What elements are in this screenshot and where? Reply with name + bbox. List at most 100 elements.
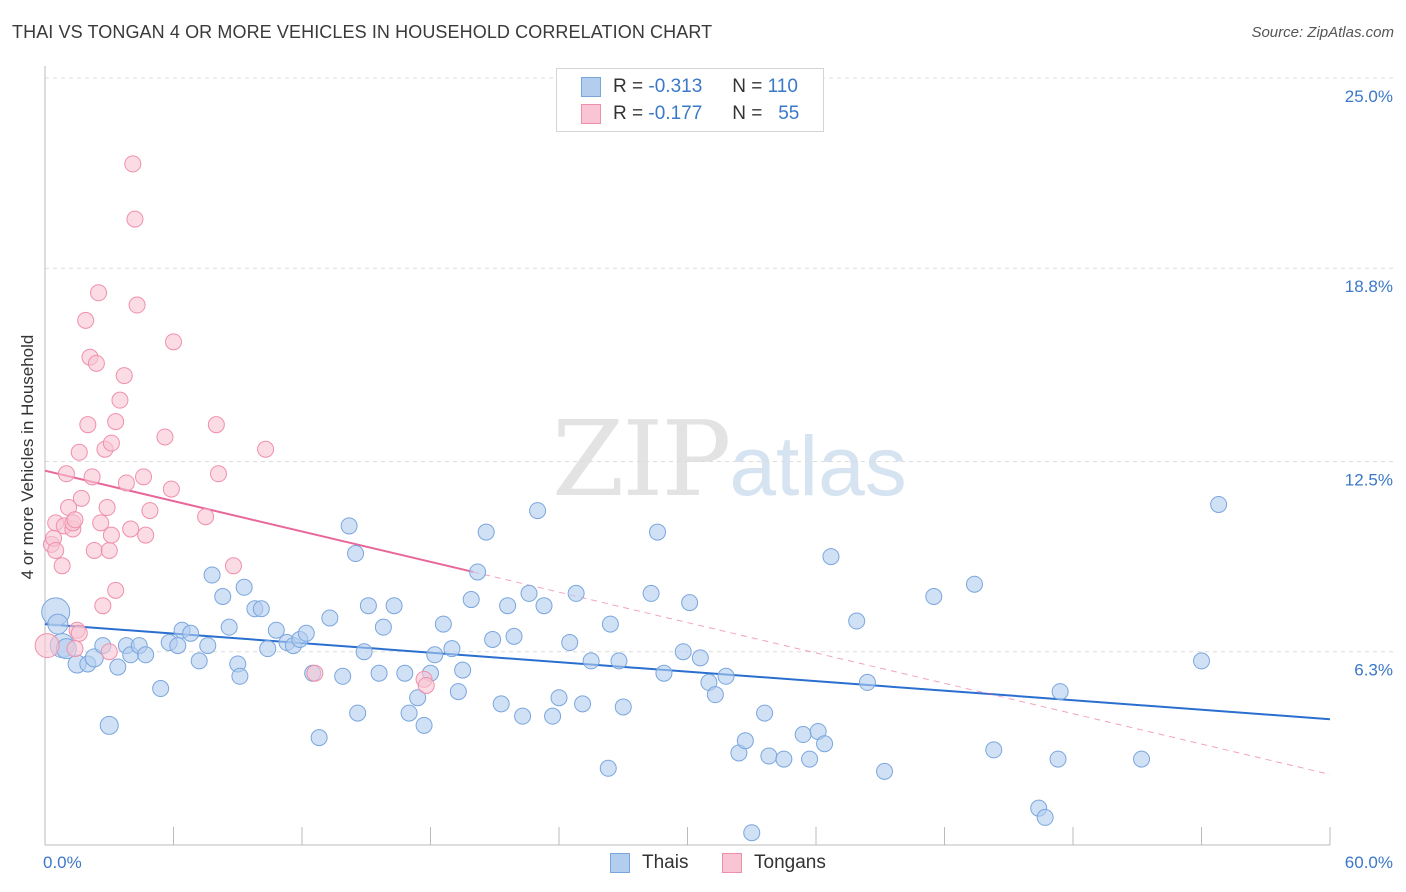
thai-point [310,729,328,747]
thai-point [434,615,452,633]
thai-point [567,584,585,602]
thai-point [574,695,592,713]
thai-point [876,762,894,780]
thai-point [152,680,170,698]
n-label: N = [732,103,763,124]
thai-point [334,667,352,685]
thai-point [717,667,735,685]
watermark-zip: ZIP [552,398,731,520]
thai-point [550,689,568,707]
thai-point [691,649,709,667]
thai-point [47,613,69,635]
thai-point [231,667,249,685]
thai-point [259,640,277,658]
thai-point [321,609,339,627]
thai-point [182,624,200,642]
thai-point [297,624,315,642]
thai-point [1051,683,1069,701]
tongan-point [83,468,101,486]
legend-row-tongans: R = -0.177 N = 55 [581,102,799,126]
thai-point [374,618,392,636]
thai-point [415,716,433,734]
tongan-point [66,511,84,529]
thai-point [349,704,367,722]
tongan-point [34,633,60,659]
thai-point [760,747,778,765]
thai-point [385,597,403,615]
thai-point [109,658,127,676]
thai-point [454,661,472,679]
tongan-point [53,557,71,575]
series-legend-thais: Thais [610,852,688,874]
thai-point [610,652,628,670]
tongan-point [417,676,435,694]
r-value: -0.177 [648,103,703,124]
tongan-point [98,499,116,517]
r-label: R = [613,103,644,124]
tongan-point [90,284,108,302]
thai-point [535,597,553,615]
tongan-trend-extension [473,571,1331,775]
n-value: 55 [778,103,800,124]
thai-point [84,648,104,668]
y-tick-label: 25.0% [1345,87,1393,106]
tongan-point [126,210,144,228]
correlation-legend: R = -0.313 N = 110 R = -0.177 N = 55 [556,68,824,132]
thai-point [137,646,155,664]
thai-point [925,587,943,605]
series-legend-tongans: Tongans [722,852,826,874]
tongan-point [102,434,120,452]
tongan-point [115,367,133,385]
thai-point [529,502,547,520]
gridlines [45,77,1395,653]
thai-point [736,732,754,750]
thai-point [220,618,238,636]
thai-point [190,652,208,670]
y-tick-label: 18.8% [1345,277,1393,296]
thai-point [492,695,510,713]
thai-point [443,640,461,658]
tongan-point [197,508,215,526]
tongan-point [137,526,155,544]
series-legend: Thais Tongans [0,852,1406,878]
tongan-point [257,440,275,458]
thai-point [561,634,579,652]
thai-point [756,704,774,722]
watermark-atlas: atlas [729,419,907,513]
tongan-point [70,624,88,642]
thai-point [582,652,600,670]
legend-swatch-thais [581,77,601,97]
thai-point [400,704,418,722]
tongan-point [306,664,324,682]
thai-point [1133,750,1151,768]
thai-point [642,584,660,602]
tongan-point [141,502,159,520]
thai-point [409,689,427,707]
tongan-point [102,526,120,544]
trend-lines [44,469,1331,775]
tongan-point [124,155,142,173]
thai-point [340,517,358,535]
tongan-point [92,514,110,532]
tongan-point [107,581,125,599]
series-label-tongans: Tongans [754,852,826,873]
tongan-point [87,354,105,372]
thai-point [235,578,253,596]
thai-point [801,750,819,768]
tongan-point [70,443,88,461]
x-tick-label: 60.0% [1345,853,1393,872]
thai-point [706,686,724,704]
thai-point [449,683,467,701]
tongan-trend-line [44,469,474,573]
thai-point [794,726,812,744]
thai-point [985,741,1003,759]
thai-trend-line [44,623,1331,721]
thai-point [359,597,377,615]
thai-point [267,621,285,639]
chart-title: THAI VS TONGAN 4 OR MORE VEHICLES IN HOU… [12,22,713,42]
zipatlas-watermark: ZIPatlas [552,398,907,520]
thai-point [199,637,217,655]
thai-point [858,673,876,691]
thai-point [370,664,388,682]
